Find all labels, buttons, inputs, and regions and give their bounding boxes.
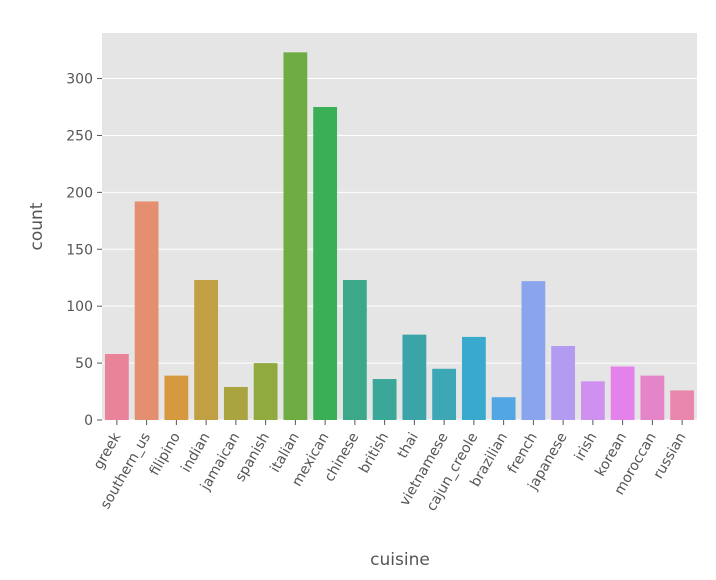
bar-italian — [283, 52, 308, 420]
bar-spanish — [253, 363, 278, 420]
bars — [104, 52, 695, 420]
bar-moroccan — [640, 375, 665, 420]
bar-thai — [402, 334, 427, 420]
bar-cajun-creole — [461, 336, 486, 420]
x-axis: greeksouthern_usfilipinoindianjamaicansp… — [91, 420, 690, 514]
y-axis: 0 50 100 150 200 250 300 — [66, 72, 102, 429]
bar-british — [372, 379, 397, 420]
y-axis-label: count — [27, 202, 47, 250]
bar-indian — [194, 279, 219, 420]
plot-area — [102, 33, 697, 420]
bar-brazilian — [491, 397, 516, 420]
x-tick-label: british — [356, 430, 392, 476]
bar-japanese — [551, 346, 576, 420]
x-tick-label: thai — [395, 430, 422, 461]
bar-korean — [610, 366, 635, 420]
y-tick-label: 250 — [66, 128, 93, 144]
y-tick-label: 150 — [66, 242, 93, 258]
x-axis-label: cuisine — [370, 550, 430, 570]
y-tick-label: 50 — [75, 356, 93, 372]
bar-greek — [104, 353, 129, 420]
bar-irish — [580, 381, 605, 420]
bar-chinese — [342, 279, 367, 420]
bar-vietnamese — [432, 368, 457, 420]
bar-filipino — [164, 375, 189, 420]
bar-french — [521, 281, 546, 420]
x-tick-label: irish — [572, 430, 601, 464]
y-tick-label: 200 — [66, 185, 93, 201]
bar-russian — [670, 390, 695, 420]
y-tick-label: 300 — [66, 72, 93, 88]
y-tick-label: 0 — [84, 413, 93, 429]
bar-mexican — [313, 106, 338, 420]
bar-southern-us — [134, 201, 159, 420]
y-tick-label: 100 — [66, 299, 93, 315]
bar-jamaican — [223, 386, 248, 420]
